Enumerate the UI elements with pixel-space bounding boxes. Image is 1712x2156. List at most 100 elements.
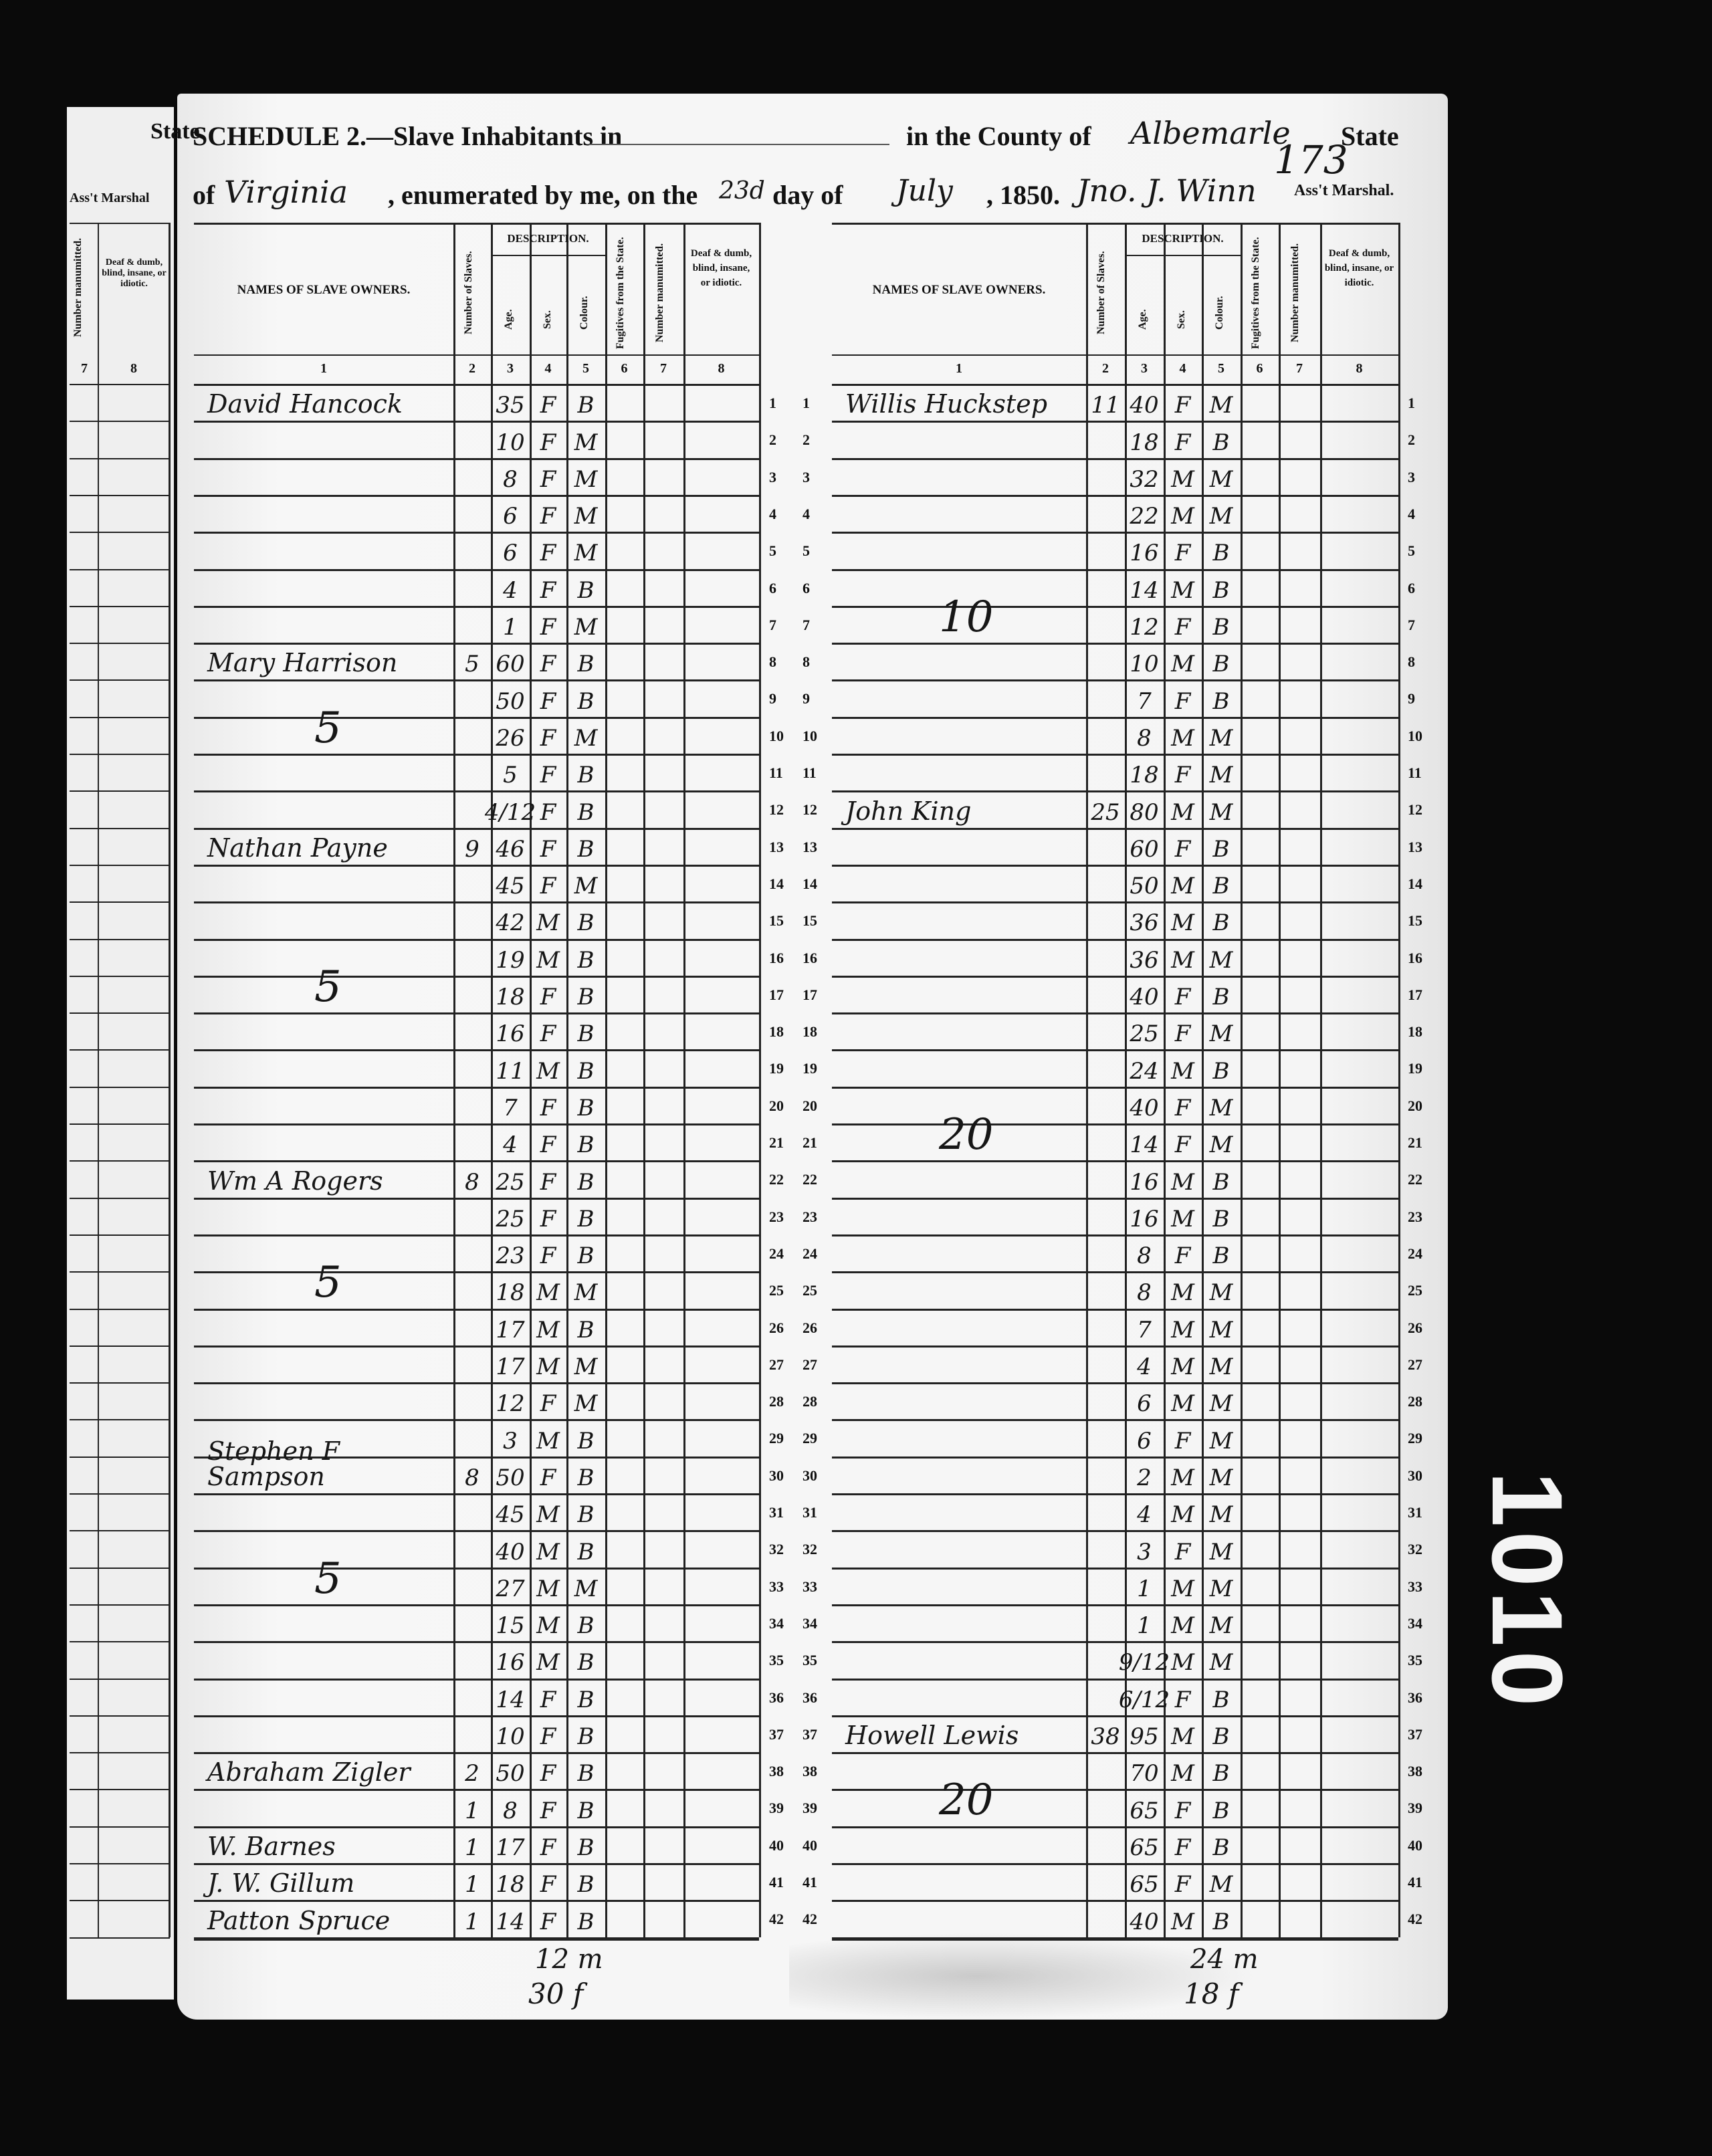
row-rule — [194, 679, 759, 682]
colour-cell: B — [577, 1205, 595, 1232]
slave-count — [1086, 865, 1125, 901]
tally-mark: 5 — [314, 1258, 342, 1308]
colour-cell: B — [1212, 1834, 1230, 1861]
strip-row-rule — [70, 1160, 170, 1162]
row-number: 36 — [769, 1689, 784, 1706]
sex-header: Sex. — [542, 310, 553, 329]
colour-cell: B — [577, 392, 595, 419]
row-number: 30 — [769, 1467, 784, 1484]
sex-cell: M — [1171, 1057, 1194, 1085]
owner-name — [194, 421, 453, 457]
slave-count — [453, 1123, 491, 1160]
row-number: 19 — [1408, 1060, 1422, 1077]
colour-cell: M — [1209, 1575, 1233, 1602]
sex-cell: M — [536, 1538, 560, 1566]
age-cell: 3 — [1137, 1538, 1152, 1566]
strip-row-rule — [70, 679, 170, 681]
county-label: in the County of — [906, 121, 1091, 151]
row-rule — [194, 716, 759, 719]
strip-row-rule — [70, 1197, 170, 1199]
owner-name — [194, 1382, 453, 1419]
strip-row-rule — [70, 938, 170, 940]
row-number: 10 — [1408, 727, 1422, 744]
row-rule — [832, 494, 1398, 497]
age-cell: 4 — [1137, 1354, 1152, 1381]
strip-row-rule — [70, 790, 170, 792]
deaf-header: Deaf & dumb, blind, insane, or idiotic. — [690, 248, 752, 288]
row-number: 33 — [769, 1578, 784, 1595]
age-cell: 7 — [503, 1094, 518, 1121]
slave-count — [453, 1198, 491, 1234]
slave-count: 1 — [465, 1797, 479, 1824]
row-number: 30 — [802, 1467, 817, 1484]
row-number: 26 — [1408, 1319, 1422, 1336]
age-cell: 12 — [1130, 614, 1159, 641]
row-rule — [194, 421, 759, 423]
row-number: 23 — [802, 1208, 817, 1225]
strip-column-divider — [98, 223, 99, 1937]
owner-name — [832, 1493, 1086, 1530]
row-number: 2 — [802, 431, 810, 449]
sex-cell: F — [1174, 1834, 1191, 1861]
row-rule — [194, 1604, 759, 1606]
colour-cell: B — [577, 1834, 595, 1861]
owner-name: Wm A Rogers — [207, 1166, 383, 1196]
row-number: 33 — [802, 1578, 817, 1595]
sex-cell: F — [1174, 540, 1191, 567]
strip-row-rule — [70, 1123, 170, 1125]
age-cell: 8 — [1137, 724, 1152, 752]
row-number: 21 — [1408, 1134, 1422, 1151]
day-value: 23d — [719, 177, 765, 205]
tally-mark: 20 — [939, 1110, 994, 1160]
page-number: 173 — [1274, 137, 1348, 183]
sex-cell: F — [540, 1834, 556, 1861]
owner-name — [194, 1049, 453, 1086]
age-cell: 60 — [1130, 835, 1159, 863]
column-divider — [643, 223, 645, 1937]
age-cell: 12 — [496, 1390, 525, 1418]
row-rule — [194, 532, 759, 534]
age-cell: 17 — [496, 1834, 525, 1861]
row-number: 42 — [802, 1911, 817, 1928]
strip-row-rule — [70, 1493, 170, 1495]
colour-cell: M — [1209, 1020, 1233, 1048]
slave-count — [453, 976, 491, 1012]
sex-cell: M — [1171, 1760, 1194, 1788]
age-cell: 18 — [496, 1871, 525, 1899]
slave-count: 2 — [465, 1760, 479, 1788]
column-number: 8 — [718, 361, 725, 376]
age-cell: 25 — [496, 1205, 525, 1232]
colour-cell: B — [1212, 576, 1230, 604]
slave-count — [1086, 1826, 1125, 1863]
age-cell: 25 — [496, 1168, 525, 1196]
row-number: 36 — [1408, 1689, 1422, 1706]
row-number: 10 — [769, 727, 784, 744]
sex-cell: F — [540, 540, 556, 567]
owner-name — [832, 901, 1086, 938]
slave-count: 8 — [465, 1464, 479, 1491]
strip-row-rule — [70, 1678, 170, 1680]
sex-cell: F — [1174, 614, 1191, 641]
row-rule — [832, 1715, 1398, 1717]
row-rule — [832, 1160, 1398, 1163]
row-rule — [194, 1863, 759, 1865]
strip-row-rule — [70, 605, 170, 607]
row-number: 20 — [802, 1097, 817, 1114]
row-number: 18 — [769, 1023, 784, 1041]
slave-count — [1086, 1493, 1125, 1530]
strip-row-rule — [70, 1826, 170, 1828]
age-cell: 1 — [1137, 1575, 1152, 1602]
age-cell: 35 — [496, 392, 525, 419]
colour-cell: B — [577, 651, 595, 678]
sex-cell: F — [1174, 835, 1191, 863]
colour-cell: B — [1212, 1057, 1230, 1085]
row-number: 2 — [1408, 431, 1415, 449]
sex-cell: F — [540, 429, 556, 456]
row-number: 19 — [769, 1060, 784, 1077]
column-divider — [1279, 223, 1281, 1937]
age-cell: 24 — [1130, 1057, 1159, 1085]
row-rule — [832, 1678, 1398, 1681]
row-rule — [832, 1382, 1398, 1385]
row-number: 25 — [802, 1282, 817, 1299]
colour-cell: B — [577, 1538, 595, 1566]
